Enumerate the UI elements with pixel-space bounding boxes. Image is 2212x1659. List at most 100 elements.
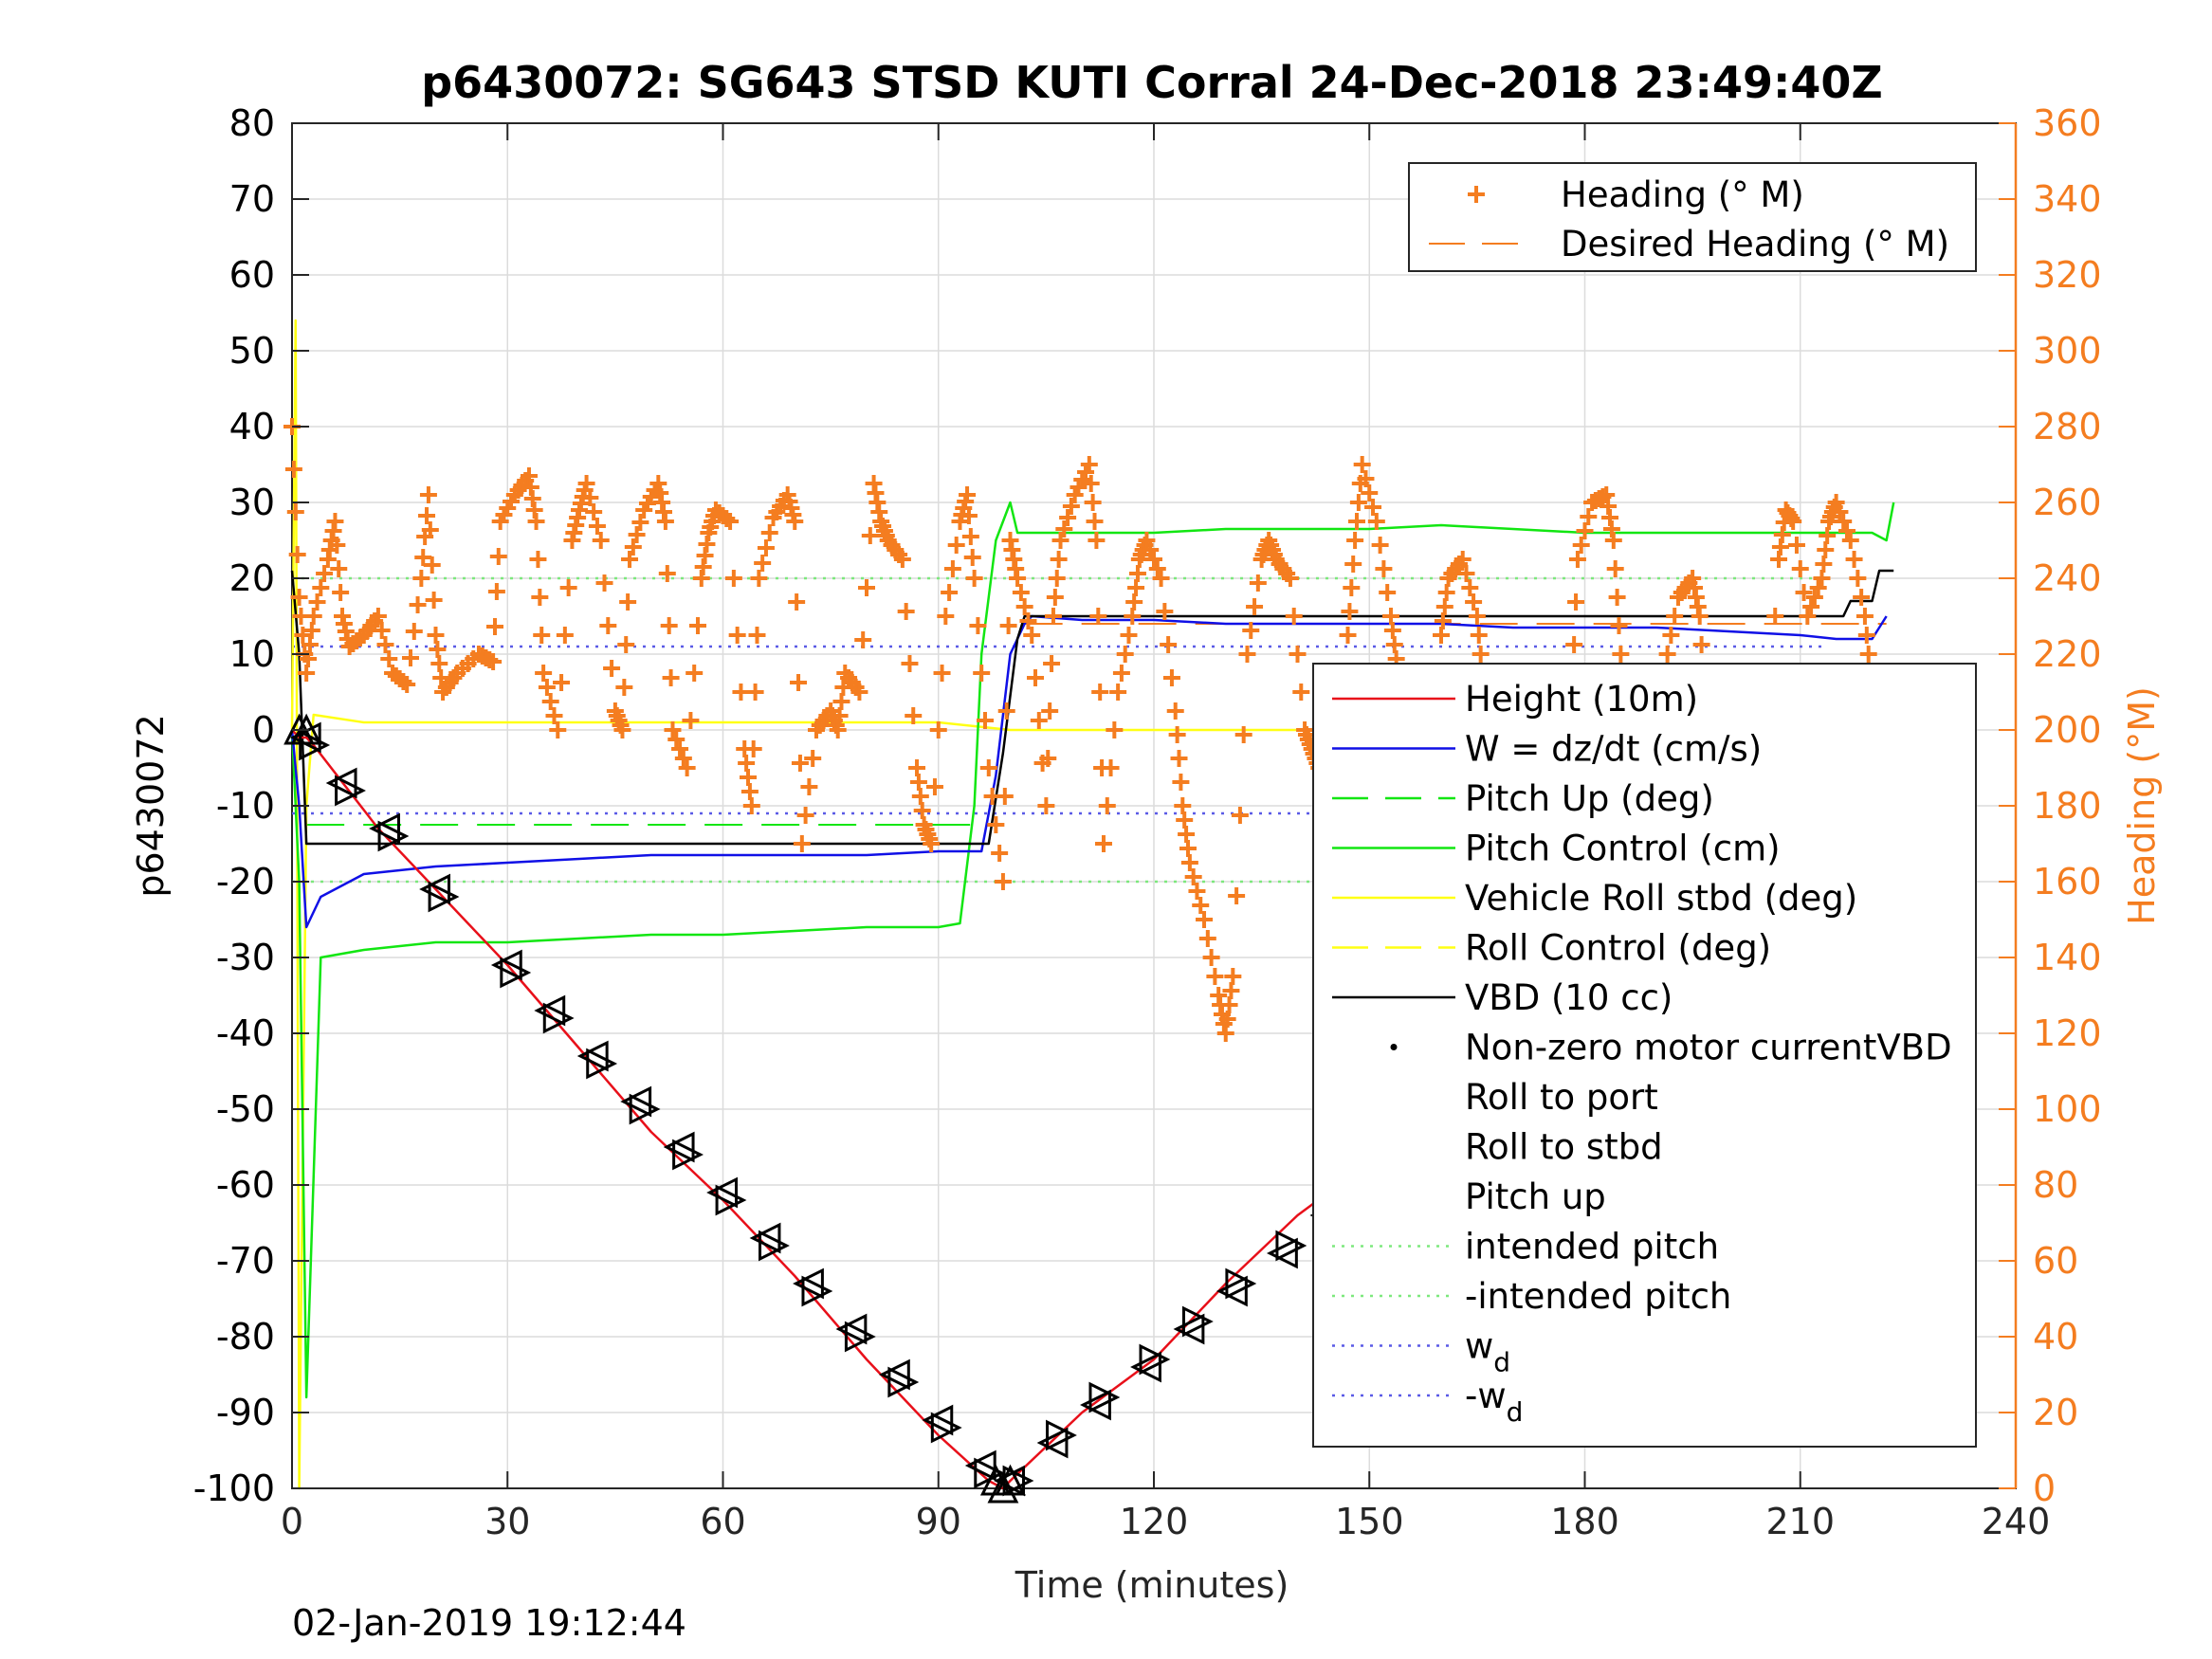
heading-point: [412, 570, 430, 587]
heading-point: [976, 712, 994, 729]
y-tick-label-right: 280: [2033, 406, 2102, 447]
heading-point: [994, 873, 1012, 890]
heading-point: [1835, 513, 1853, 530]
heading-point: [1062, 498, 1080, 515]
heading-point: [1341, 603, 1359, 620]
heading-point: [925, 778, 943, 795]
y-tick-label-left: 30: [229, 482, 275, 523]
heading-point: [1831, 503, 1849, 520]
y-tick-label-right: 80: [2033, 1164, 2078, 1206]
roll-to-stbd-marker: [629, 1093, 661, 1125]
heading-point: [380, 650, 398, 667]
heading-point: [1795, 584, 1813, 601]
heading-point: [674, 750, 692, 767]
x-axis-label: Time (minutes): [1015, 1564, 1289, 1606]
heading-point: [1051, 532, 1069, 549]
heading-point: [901, 655, 919, 672]
y-axis-right-label: Heading (°M): [2121, 686, 2163, 925]
heading-point: [619, 593, 637, 611]
heading-point: [943, 560, 961, 577]
pitch-up-marker: [995, 1464, 1026, 1496]
heading-point: [1367, 513, 1385, 530]
heading-point: [1281, 570, 1299, 587]
x-tick-label: 0: [281, 1501, 303, 1542]
heading-point: [1192, 897, 1210, 914]
heading-point: [1567, 593, 1585, 611]
roll-to-port-marker: [1173, 1313, 1205, 1345]
x-tick-label: 150: [1335, 1501, 1404, 1542]
heading-point: [1089, 608, 1107, 625]
heading-point: [963, 549, 981, 566]
heading-point: [1188, 883, 1206, 900]
heading-point: [284, 461, 302, 478]
heading-point: [1106, 721, 1124, 738]
legend-main-label: Roll to stbd: [1465, 1127, 1663, 1168]
roll-to-stbd-marker: [428, 881, 460, 913]
heading-point: [793, 835, 811, 852]
heading-point: [959, 486, 977, 503]
heading-point: [1162, 669, 1180, 686]
roll-to-stbd-marker: [801, 1275, 833, 1307]
heading-point: [1091, 684, 1109, 701]
heading-point: [421, 521, 439, 538]
heading-point: [419, 486, 437, 503]
heading-point: [996, 788, 1014, 805]
x-tick-label: 180: [1550, 1501, 1619, 1542]
heading-point: [621, 551, 639, 568]
heading-point: [1568, 551, 1586, 568]
heading-point: [1142, 541, 1160, 558]
roll-to-stbd-marker: [759, 1230, 790, 1262]
y-tick-label-left: 0: [252, 709, 275, 751]
heading-point: [1289, 646, 1307, 663]
heading-point: [1202, 949, 1220, 966]
heading-point: [660, 617, 678, 634]
heading-point: [1102, 759, 1120, 776]
heading-point: [418, 507, 436, 524]
heading-point: [603, 660, 621, 677]
heading-point: [628, 526, 646, 543]
heading-point: [1347, 513, 1365, 530]
series-pitch-line: [290, 501, 1895, 1399]
heading-point: [1837, 522, 1856, 539]
heading-point: [987, 816, 1005, 833]
heading-point: [1379, 584, 1397, 601]
heading-point: [312, 579, 330, 596]
roll-to-stbd-marker: [500, 957, 532, 989]
heading-point: [1461, 579, 1479, 596]
heading-point: [531, 589, 549, 606]
heading-point: [1691, 608, 1709, 625]
heading-point: [1145, 551, 1162, 568]
heading-point: [1196, 911, 1214, 928]
roll-to-port-marker: [964, 1449, 996, 1482]
heading-point: [1242, 622, 1260, 639]
y-tick-label-right: 100: [2033, 1088, 2102, 1130]
heading-point: [613, 721, 631, 738]
roll-to-port-marker: [706, 1176, 738, 1209]
heading-point: [1357, 470, 1375, 487]
heading-point: [941, 584, 959, 601]
legend-main-label: Height (10m): [1465, 679, 1698, 720]
legend-main-box: [1312, 663, 1977, 1448]
heading-point: [1037, 797, 1055, 814]
legend-main-label: -intended pitch: [1465, 1276, 1731, 1317]
pitch-up-marker: [987, 1471, 1019, 1504]
heading-point: [1856, 608, 1874, 625]
roll-to-port-marker: [369, 812, 400, 845]
heading-point: [1666, 608, 1684, 625]
legend-main-label: Roll to port: [1465, 1077, 1658, 1118]
legend-main: Height (10m) W = dz/dt (cm/s) Pitch Up (de…: [1312, 663, 1977, 1448]
roll-to-port-marker: [1130, 1351, 1161, 1383]
heading-point: [1238, 646, 1256, 663]
heading-point: [1292, 684, 1310, 701]
roll-to-port-marker: [1080, 1389, 1111, 1421]
heading-point: [556, 627, 574, 644]
heading-point: [724, 570, 742, 587]
heading-point: [1453, 551, 1472, 568]
heading-point: [1572, 537, 1590, 554]
y-tick-label-right: 360: [2033, 102, 2102, 144]
heading-point: [527, 513, 545, 530]
y-tick-label-left: 80: [229, 102, 275, 144]
roll-to-stbd-marker: [672, 1139, 704, 1171]
heading-point: [718, 510, 736, 527]
heading-point: [541, 693, 559, 710]
